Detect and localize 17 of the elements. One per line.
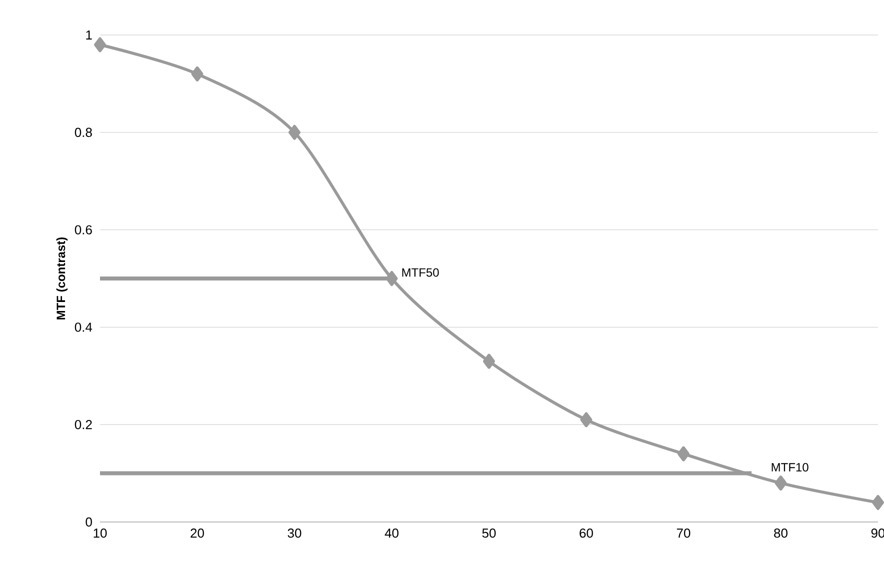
x-tick-label: 30 <box>288 528 302 538</box>
x-tick-label: 10 <box>94 528 107 538</box>
annotation: MTF50 <box>402 268 439 277</box>
x-tick-label: 80 <box>774 528 788 538</box>
x-tick-label: 60 <box>580 528 593 538</box>
y-axis-title: MTF (contrast) <box>56 237 68 320</box>
y-tick-label: 0.8 <box>74 128 92 137</box>
y-tick-label: 1 <box>86 30 92 40</box>
y-tick-label: 0.2 <box>74 420 92 430</box>
y-tick-label: 0 <box>86 517 92 527</box>
y-tick-label: 0.6 <box>74 225 92 234</box>
x-tick-label: 50 <box>482 528 496 538</box>
x-tick-label: 70 <box>676 528 690 538</box>
x-tick-label: 40 <box>384 528 398 538</box>
annotation: MTF10 <box>772 463 808 472</box>
x-tick-label: 20 <box>190 528 204 538</box>
y-tick-label: 0.4 <box>74 322 92 332</box>
